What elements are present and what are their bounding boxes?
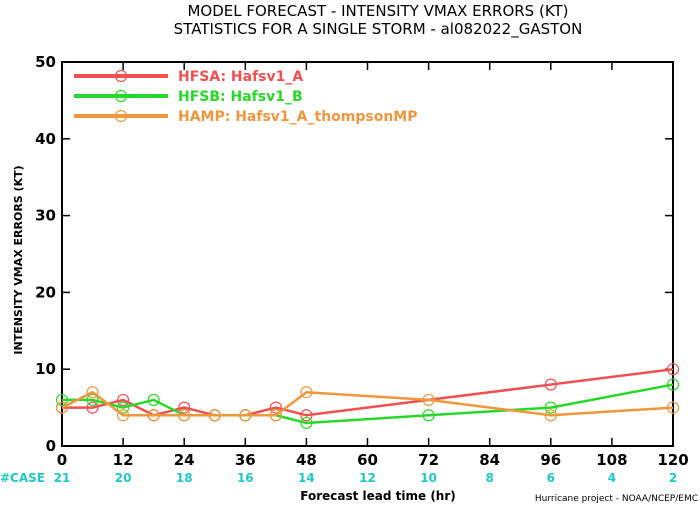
footer-credit: Hurricane project - NOAA/NCEP/EMC xyxy=(535,494,698,504)
case-count: 6 xyxy=(547,471,555,485)
y-tick-label: 30 xyxy=(35,207,56,225)
data-point xyxy=(300,409,313,422)
case-count: 10 xyxy=(420,471,437,485)
y-tick-label: 40 xyxy=(35,130,56,148)
case-count: 21 xyxy=(54,471,71,485)
data-point xyxy=(544,378,557,391)
data-point xyxy=(86,401,99,414)
x-tick-label: 72 xyxy=(418,451,439,469)
x-tick-label: 48 xyxy=(296,451,317,469)
data-point xyxy=(239,409,252,422)
data-point xyxy=(269,401,282,414)
case-count: 4 xyxy=(608,471,616,485)
data-point xyxy=(422,409,435,422)
case-row-label: #CASE xyxy=(0,471,45,485)
data-point xyxy=(55,401,69,414)
data-point xyxy=(666,378,680,391)
x-tick-label: 0 xyxy=(57,451,67,469)
y-tick-label: 0 xyxy=(46,437,56,455)
data-point xyxy=(422,393,435,407)
legend-label: HAMP: Hafsv1_A_thompsonMP xyxy=(178,109,418,125)
data-point xyxy=(300,416,313,430)
data-point xyxy=(269,409,282,422)
data-point xyxy=(666,363,680,376)
series-line xyxy=(62,367,674,417)
case-count: 12 xyxy=(359,471,376,485)
data-point xyxy=(116,393,130,407)
y-tick-label: 20 xyxy=(35,283,56,301)
series-line xyxy=(61,390,674,417)
x-tick-label: 12 xyxy=(113,451,134,469)
legend-label: HFSA: Hafsv1_A xyxy=(178,69,303,85)
case-count: 8 xyxy=(486,471,494,485)
case-count: 18 xyxy=(176,471,193,485)
series-line xyxy=(62,383,674,425)
data-point xyxy=(178,409,191,422)
legend-label: HFSB: Hafsv1_B xyxy=(178,89,303,105)
data-point xyxy=(86,386,99,399)
x-tick-label: 120 xyxy=(657,451,688,469)
data-point xyxy=(86,393,99,407)
data-point xyxy=(544,409,557,422)
legend-swatch-marker xyxy=(114,109,128,123)
y-tick-label: 10 xyxy=(35,360,56,378)
data-point xyxy=(147,409,160,422)
data-point xyxy=(208,409,221,422)
x-tick-label: 36 xyxy=(235,451,256,469)
data-point xyxy=(116,401,130,414)
data-point xyxy=(147,393,160,407)
data-point xyxy=(666,401,680,414)
x-tick-label: 108 xyxy=(596,451,627,469)
legend-swatch-marker xyxy=(114,69,128,83)
case-count: 2 xyxy=(669,471,677,485)
data-point xyxy=(178,401,191,414)
x-tick-label: 96 xyxy=(540,451,561,469)
case-count: 16 xyxy=(237,471,254,485)
x-axis-label: Forecast lead time (hr) xyxy=(300,489,456,503)
x-tick-label: 84 xyxy=(479,451,500,469)
chart-title: MODEL FORECAST - INTENSITY VMAX ERRORS (… xyxy=(187,2,568,20)
chart-subtitle: STATISTICS FOR A SINGLE STORM - al082022… xyxy=(174,20,583,39)
data-point xyxy=(544,401,557,414)
y-axis-label: INTENSITY VMAX ERRORS (KT) xyxy=(12,165,25,354)
case-count: 14 xyxy=(298,471,315,485)
plot-area: 0 12 24 36 48 60 72 84 96 108 12001020304050HFSA: … xyxy=(0,53,689,485)
x-tick-label: 60 xyxy=(357,451,378,469)
legend-swatch-marker xyxy=(114,89,128,103)
y-tick-label: 50 xyxy=(35,53,56,71)
case-count: 20 xyxy=(115,471,132,485)
data-point xyxy=(55,393,69,407)
x-tick-label: 24 xyxy=(174,451,195,469)
data-point xyxy=(300,386,313,399)
data-point xyxy=(116,409,130,422)
